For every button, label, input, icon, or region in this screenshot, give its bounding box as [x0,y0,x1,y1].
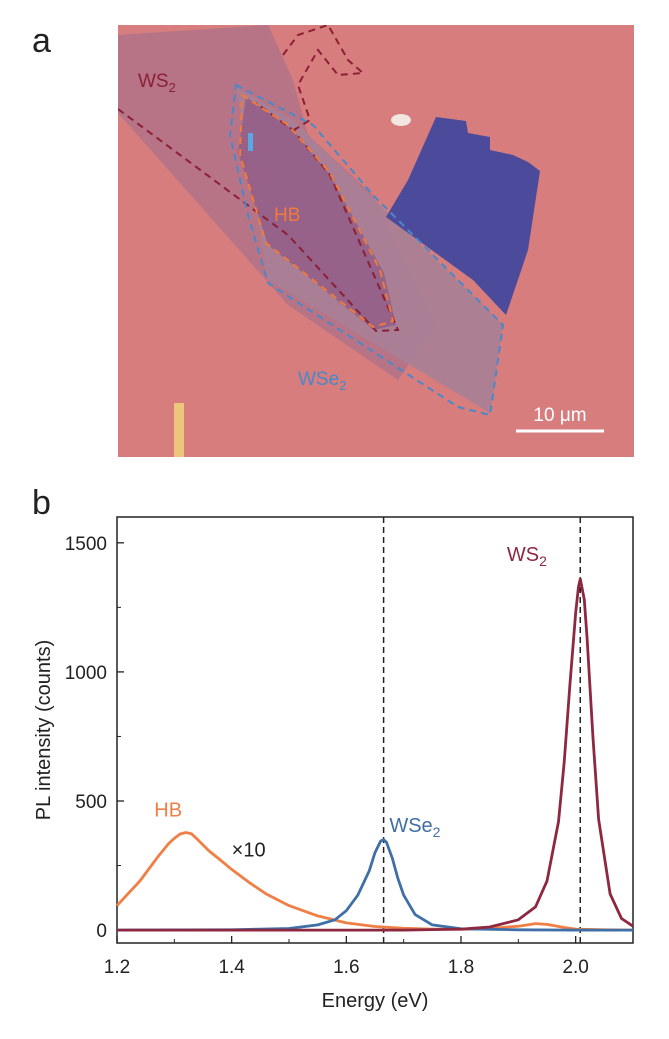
scale-annotation: ×10 [232,840,266,862]
x-tick-label: 1.2 [104,957,130,978]
x-tick-label: 1.4 [218,957,245,978]
ws2-outline-top [282,25,366,131]
series-line-1 [116,838,633,932]
thick-flake [386,117,540,315]
series-line-2 [117,577,634,932]
x-tick-label: 2.0 [562,957,588,978]
hb-label: HB [274,205,300,226]
optical-micrograph: WS2 HB WSe2 10 μm [118,25,634,457]
wse2-outline [228,83,505,417]
wse2-label: WSe2 [298,369,346,393]
y-tick-label: 0 [96,921,107,942]
y-tick-label: 500 [75,792,107,813]
series-label-ws2: WS2 [507,544,547,569]
series-label-hb: HB [154,799,182,821]
y-tick-label: 1500 [65,534,107,555]
plot-frame [116,516,634,944]
y-axis-title: PL intensity (counts) [33,640,55,820]
series-line-0 [115,831,634,932]
y-tick-label: 1000 [65,663,107,684]
hb-outline [238,93,395,329]
ws2-outline [118,102,400,333]
panel-b-label: b [32,484,51,522]
series-label-wse2: WSe2 [389,815,440,840]
particle [391,114,411,126]
x-tick-label: 1.8 [448,957,474,978]
plot-area: 1.2 1.4 1.6 1.8 2.0 0 500 1000 1500 [65,516,634,978]
blue-speck [248,133,253,151]
panel-a-label: a [32,22,51,60]
bright-streak [174,403,184,457]
ws2-label: WS2 [138,71,176,95]
hb-region [238,97,396,330]
x-tick-label: 1.6 [333,957,359,978]
scale-bar-label: 10 μm [533,405,586,426]
x-axis-title: Energy (eV) [322,990,429,1012]
